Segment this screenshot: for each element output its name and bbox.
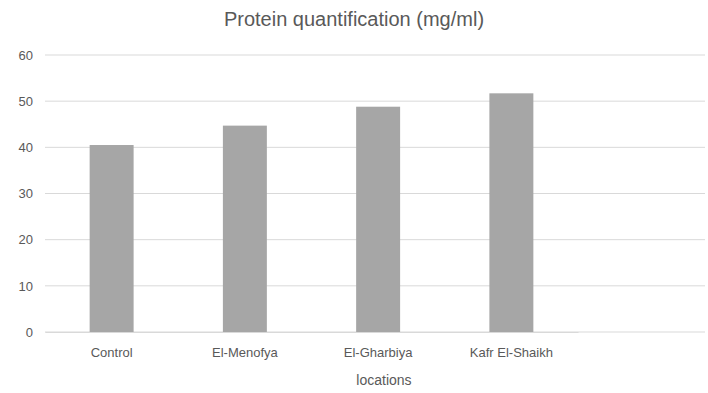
x-tick: Kafr El-Shaikh [470,332,553,360]
grid-line [45,101,705,102]
bar [489,93,533,332]
y-tick-label: 60 [19,48,33,63]
grid-line [45,55,705,56]
y-tick: 50 [19,94,45,109]
y-tick: 30 [19,186,45,201]
x-tick: El-Gharbiya [344,332,413,360]
x-axis: Control El-Menofya El-Gharbiya Kafr El-Shai… [46,332,579,360]
y-axis-line [45,56,46,333]
x-tick-label: El-Menofya [212,345,279,360]
y-tick-label: 50 [19,94,33,109]
x-axis-line [46,332,579,333]
y-tick: 20 [19,232,45,247]
bars [90,93,534,332]
y-tick-label: 40 [19,140,33,155]
y-tick-label: 20 [19,232,33,247]
title: Protein quantification (mg/ml) [224,8,484,30]
y-tick: 60 [19,48,45,63]
y-tick: 10 [19,278,45,293]
chart: Protein quantification (mg/ml) 0 10 20 30 40 5… [0,0,708,393]
y-tick: 0 [26,325,45,340]
grid [45,55,705,332]
x-tick: Control [91,332,133,360]
y-tick-label: 0 [26,325,33,340]
x-tick-label: Kafr El-Shaikh [470,345,553,360]
bar [356,107,400,332]
x-tick-label: Control [91,345,133,360]
y-tick: 40 [19,140,45,155]
x-axis-title: locations [356,372,411,388]
x-tick: El-Menofya [212,332,279,360]
x-tick-label: El-Gharbiya [344,345,413,360]
y-axis: 0 10 20 30 40 50 60 [19,48,46,340]
bar [90,145,134,332]
y-tick-label: 10 [19,278,33,293]
bar [223,126,267,332]
y-tick-label: 30 [19,186,33,201]
